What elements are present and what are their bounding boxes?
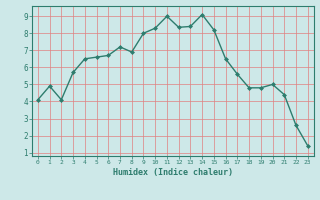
X-axis label: Humidex (Indice chaleur): Humidex (Indice chaleur)	[113, 168, 233, 177]
